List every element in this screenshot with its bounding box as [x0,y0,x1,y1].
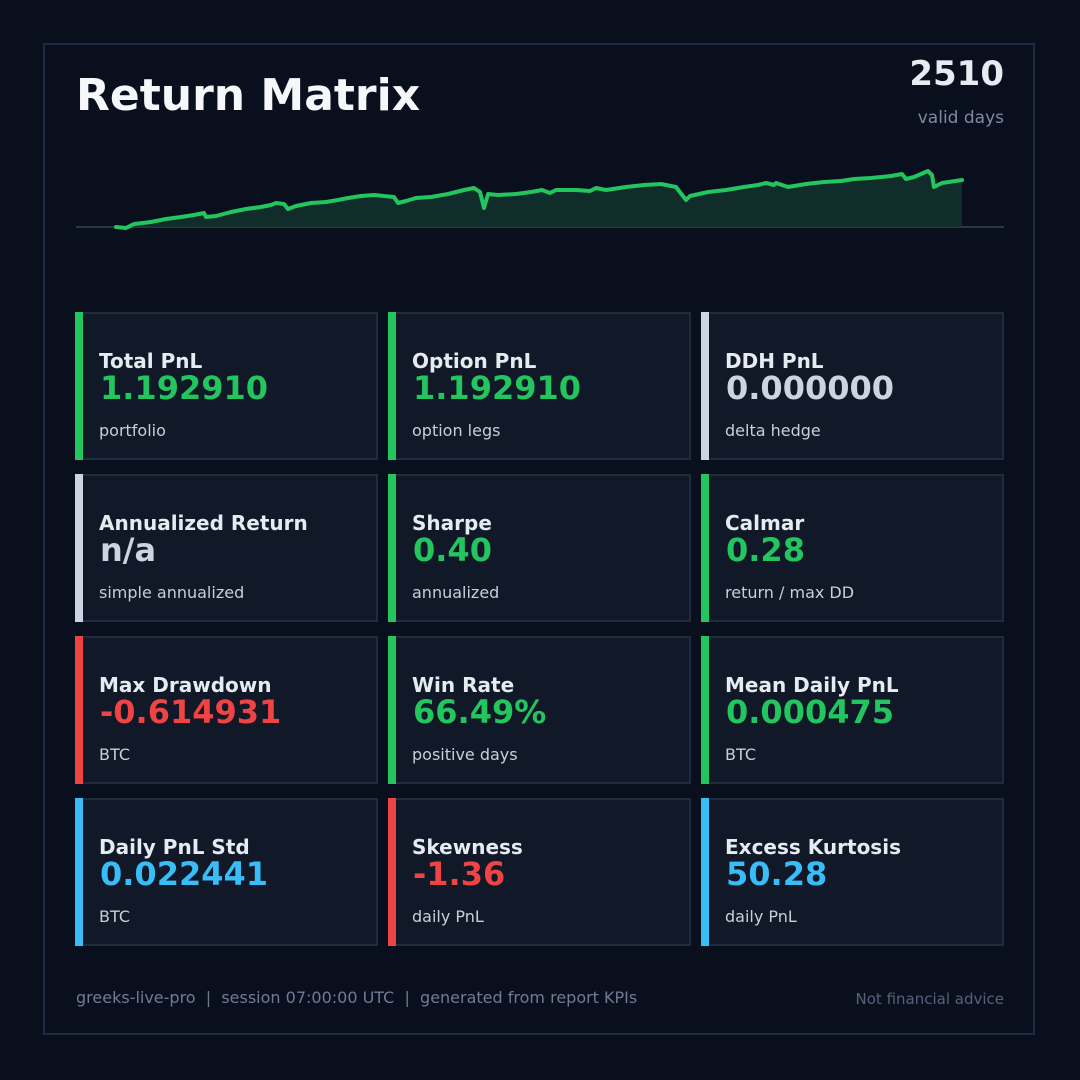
valid-days-count: 2510 [909,54,1004,94]
kpi-card-calmar: Calmar 0.28 return / max DD [701,474,1004,622]
kpi-label: DDH PnL [725,349,824,373]
kpi-card-sharpe: Sharpe 0.40 annualized [388,474,691,622]
kpi-label: Annualized Return [99,511,308,535]
kpi-card-ddh-pnl: DDH PnL 0.000000 delta hedge [701,312,1004,460]
kpi-card-win-rate: Win Rate 66.49% positive days [388,636,691,784]
kpi-label: Option PnL [412,349,537,373]
kpi-card-total-pnl: Total PnL 1.192910 portfolio [75,312,378,460]
kpi-accent-bar [388,798,396,946]
kpi-label: Max Drawdown [99,673,272,697]
kpi-card-max-drawdown: Max Drawdown -0.614931 BTC [75,636,378,784]
report-frame [43,43,1035,1035]
kpi-sublabel: BTC [725,745,756,764]
kpi-value: 0.40 [413,531,492,569]
equity-sparkline [76,169,1004,230]
kpi-accent-bar [701,636,709,784]
sparkline-area [116,171,962,228]
kpi-sublabel: BTC [99,907,130,926]
kpi-card-annualized-return: Annualized Return n/a simple annualized [75,474,378,622]
kpi-value: 1.192910 [100,369,269,407]
kpi-accent-bar [388,312,396,460]
kpi-label: Calmar [725,511,805,535]
kpi-accent-bar [75,798,83,946]
kpi-sublabel: portfolio [99,421,166,440]
kpi-card-option-pnl: Option PnL 1.192910 option legs [388,312,691,460]
kpi-sublabel: delta hedge [725,421,821,440]
kpi-accent-bar [701,798,709,946]
footer-disclaimer: Not financial advice [855,990,1004,1008]
kpi-value: -1.36 [413,855,506,893]
sparkline-line [114,169,964,230]
kpi-sublabel: simple annualized [99,583,245,602]
kpi-accent-bar [75,474,83,622]
kpi-value: 0.000000 [726,369,895,407]
kpi-label: Skewness [412,835,523,859]
kpi-sublabel: option legs [412,421,501,440]
kpi-label: Daily PnL Std [99,835,250,859]
kpi-label: Win Rate [412,673,515,697]
kpi-card-skewness: Skewness -1.36 daily PnL [388,798,691,946]
kpi-sublabel: daily PnL [412,907,484,926]
kpi-value: n/a [100,531,157,569]
kpi-value: 1.192910 [413,369,582,407]
kpi-accent-bar [388,636,396,784]
kpi-card-mean-daily-pnl: Mean Daily PnL 0.000475 BTC [701,636,1004,784]
kpi-accent-bar [701,474,709,622]
kpi-sublabel: BTC [99,745,130,764]
kpi-sublabel: return / max DD [725,583,855,602]
kpi-value: 66.49% [413,693,547,731]
kpi-sublabel: daily PnL [725,907,797,926]
kpi-accent-bar [75,636,83,784]
kpi-card-excess-kurtosis: Excess Kurtosis 50.28 daily PnL [701,798,1004,946]
kpi-value: 0.28 [726,531,805,569]
kpi-sublabel: positive days [412,745,518,764]
kpi-label: Sharpe [412,511,492,535]
kpi-accent-bar [75,312,83,460]
kpi-label: Total PnL [99,349,203,373]
kpi-value: 50.28 [726,855,828,893]
kpi-value: 0.022441 [100,855,269,893]
kpi-value: 0.000475 [726,693,895,731]
valid-days-label: valid days [917,108,1004,128]
page-title: Return Matrix [76,70,421,121]
kpi-label: Mean Daily PnL [725,673,899,697]
kpi-accent-bar [701,312,709,460]
kpi-sublabel: annualized [412,583,500,602]
kpi-accent-bar [388,474,396,622]
footer-meta: greeks-live-pro | session 07:00:00 UTC |… [76,988,638,1007]
kpi-value: -0.614931 [100,693,282,731]
kpi-label: Excess Kurtosis [725,835,901,859]
kpi-card-daily-pnl-std: Daily PnL Std 0.022441 BTC [75,798,378,946]
